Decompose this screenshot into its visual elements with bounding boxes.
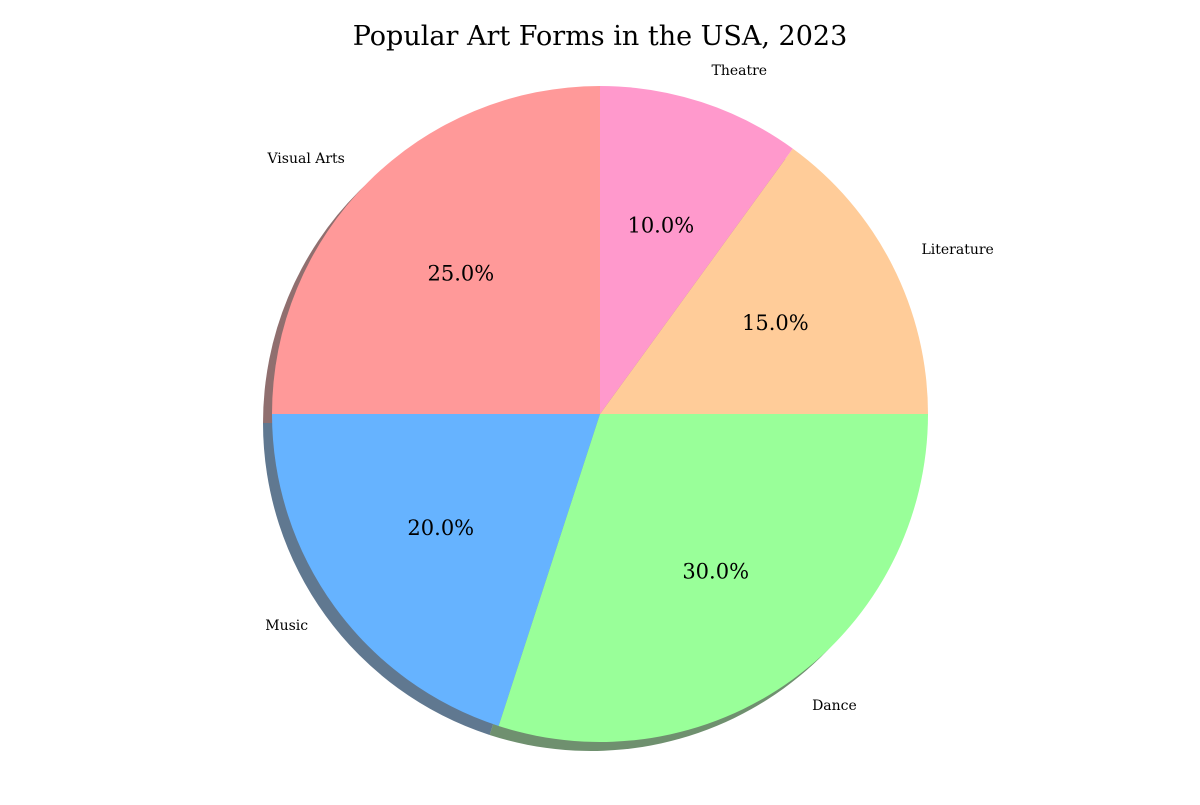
slice-label-theatre: Theatre <box>711 63 767 79</box>
pie-slice-dance <box>498 414 928 742</box>
slice-label-visual-arts: Visual Arts <box>266 151 344 167</box>
pie-slice-music <box>272 414 600 726</box>
slice-percent-visual-arts: 25.0% <box>427 261 494 285</box>
slice-label-dance: Dance <box>812 698 857 714</box>
pie-labels: Visual Arts 25.0% Music 20.0% Dance 30.0% Lite… <box>265 63 994 714</box>
slice-label-literature: Literature <box>921 242 993 258</box>
pie-slices <box>272 86 928 742</box>
slice-percent-dance: 30.0% <box>682 560 749 584</box>
slice-percent-music: 20.0% <box>407 516 474 540</box>
pie-slice-theatre <box>600 86 793 414</box>
pie-slice-visual-arts <box>272 86 600 414</box>
pie-slice-literature <box>600 148 928 414</box>
chart-title: Popular Art Forms in the USA, 2023 <box>353 21 848 52</box>
slice-percent-literature: 15.0% <box>742 311 809 335</box>
slice-percent-theatre: 10.0% <box>627 213 694 237</box>
slice-label-music: Music <box>265 618 308 634</box>
